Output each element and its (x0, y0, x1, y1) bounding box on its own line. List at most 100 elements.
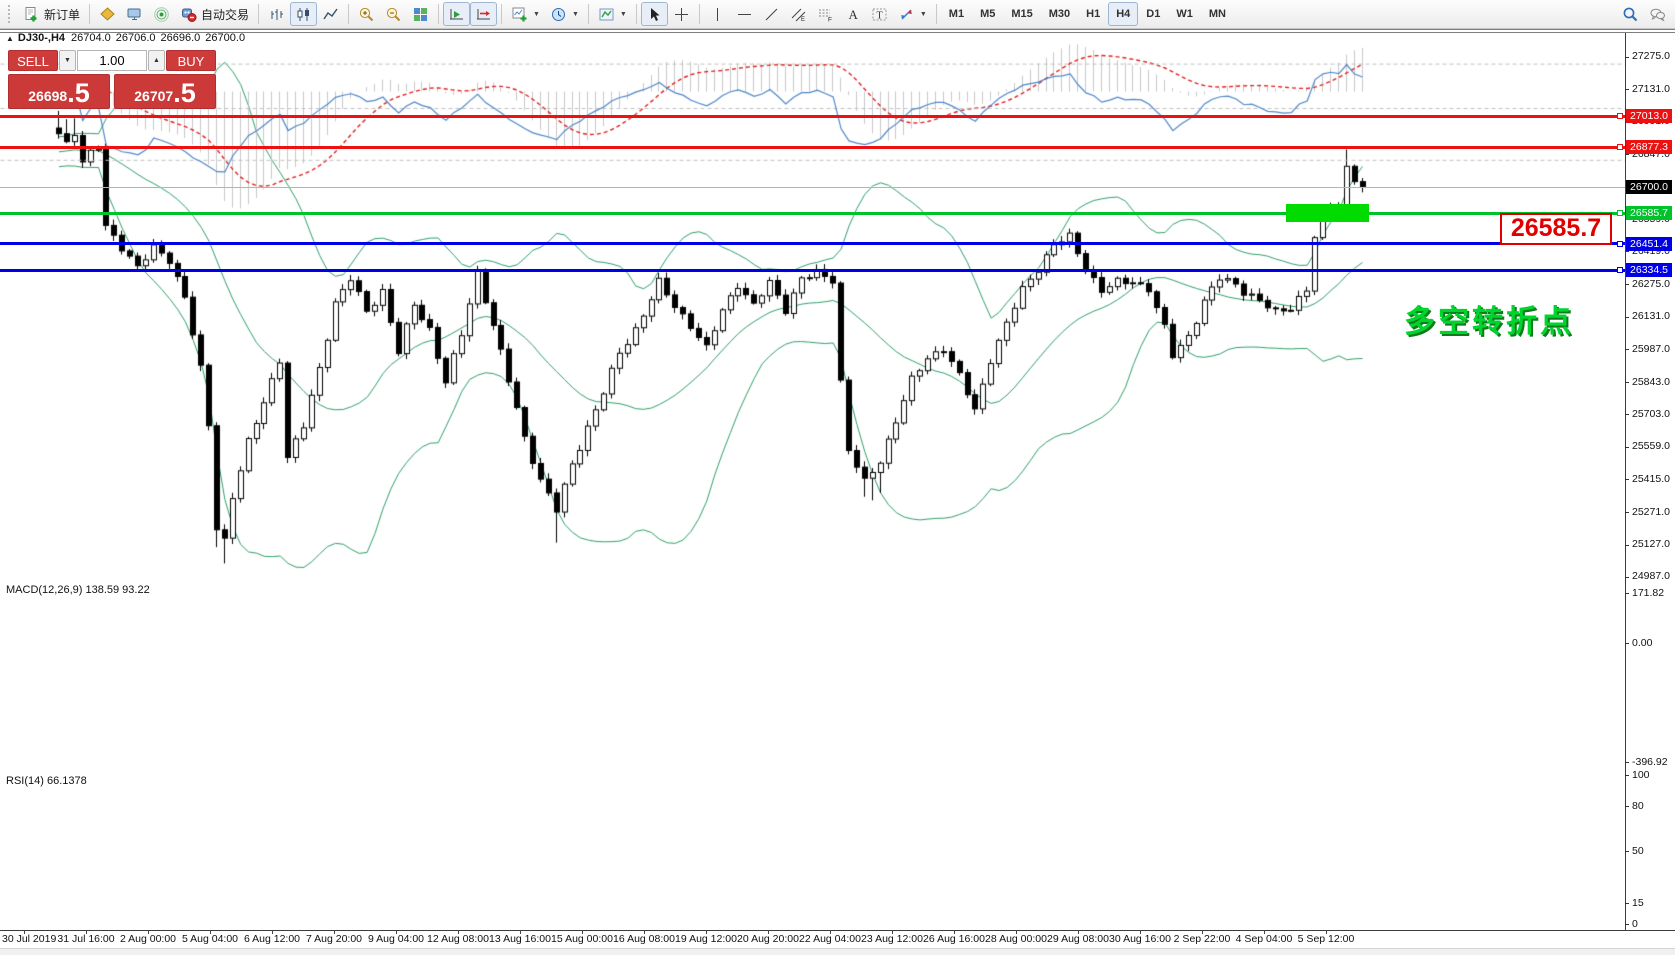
chat-button[interactable] (1644, 2, 1671, 26)
separator (89, 4, 91, 24)
chart-shift-button[interactable] (470, 2, 498, 26)
timeframe-button-w1[interactable]: W1 (1168, 2, 1201, 26)
sell-button[interactable]: SELL (8, 50, 58, 71)
price-axis-tick (1625, 382, 1629, 384)
price-callout-box[interactable]: 26585.7 (1500, 213, 1612, 245)
ohlc-close: 26700.0 (205, 32, 246, 44)
autotrading-robot-icon (180, 6, 197, 23)
candlestick-chart-icon (295, 6, 312, 23)
autotrading-button[interactable]: 自动交易 (175, 2, 254, 26)
buy-price-tile[interactable]: 26707.5 (114, 74, 216, 109)
indicators-button[interactable]: ▼ (506, 2, 545, 26)
timeframe-button-h4[interactable]: H4 (1108, 2, 1139, 26)
price-axis-tick (1625, 512, 1629, 514)
tile-windows-button[interactable] (407, 2, 434, 26)
timeframe-button-m5[interactable]: M5 (972, 2, 1003, 26)
horizontal-level-line-26585.7[interactable] (0, 211, 1625, 215)
timeframe-button-mn[interactable]: MN (1201, 2, 1234, 26)
vertical-line-button[interactable] (704, 2, 731, 26)
price-axis-tick (1625, 544, 1629, 546)
price-axis-tick-label: 26275.0 (1632, 277, 1670, 290)
rsi-canvas[interactable] (0, 29, 1625, 187)
zoom-in-icon (358, 6, 375, 23)
horizontal-level-line-26334.5[interactable] (0, 268, 1625, 272)
time-axis-tick (582, 930, 583, 934)
search-button[interactable] (1617, 2, 1644, 26)
auto-scroll-icon (448, 6, 465, 23)
text-label-button[interactable]: T (866, 2, 893, 26)
cursor-button[interactable] (640, 2, 668, 26)
terminal-button[interactable] (121, 2, 148, 26)
horizontal-level-line-27013.0[interactable] (0, 114, 1625, 118)
level-line-marker (1617, 240, 1623, 247)
arrow-objects-button[interactable]: ▼ (893, 2, 932, 26)
equidistant-channel-icon: E (790, 6, 807, 23)
new-order-icon (23, 6, 40, 23)
candlestick-chart-button[interactable] (290, 2, 318, 26)
price-axis-tick (1625, 284, 1629, 285)
templates-icon (598, 6, 615, 23)
fibonacci-button[interactable]: F (812, 2, 839, 26)
time-axis-tick (830, 930, 831, 934)
level-line-marker (1617, 210, 1623, 217)
time-axis[interactable] (0, 930, 1675, 949)
chart-profile-button[interactable] (94, 2, 121, 26)
time-axis-label: 6 Aug 12:00 (243, 933, 301, 945)
time-axis-label: 15 Aug 00:00 (551, 933, 613, 945)
equidistant-channel-button[interactable]: E (785, 2, 812, 26)
horizontal-level-line-26877.3[interactable] (0, 145, 1625, 149)
timeframe-button-m15[interactable]: M15 (1003, 2, 1040, 26)
signal-button[interactable] (148, 2, 175, 26)
zoom-out-button[interactable] (380, 2, 407, 26)
sell-price-tile[interactable]: 26698.5 (8, 74, 110, 109)
timeframe-group: M1 M5 M15 M30 H1 H4 D1 W1 MN (941, 2, 1234, 26)
buy-button[interactable]: BUY (166, 50, 216, 71)
auto-scroll-button[interactable] (443, 2, 471, 26)
time-axis-tick (954, 930, 955, 934)
time-axis-tick (210, 930, 211, 934)
buy-price-main: 26707 (134, 88, 174, 104)
price-tag-26451.4: 26451.4 (1626, 236, 1672, 251)
separator (348, 4, 350, 24)
collapse-arrow-icon[interactable]: ▲ (6, 34, 14, 43)
timeframe-button-d1[interactable]: D1 (1138, 2, 1168, 26)
time-axis-label: 4 Sep 04:00 (1235, 933, 1293, 945)
annotation-text[interactable]: 多空转折点 (1404, 304, 1574, 339)
svg-text:F: F (828, 16, 832, 23)
pane-separator[interactable] (0, 29, 1675, 33)
price-axis-tick (1625, 251, 1629, 253)
price-axis-tick (1625, 56, 1629, 58)
volume-increase-button[interactable]: ▲ (148, 50, 165, 71)
periods-button[interactable]: ▼ (545, 2, 584, 26)
price-tag-26585.7: 26585.7 (1626, 206, 1672, 221)
toolbar-grip[interactable] (8, 5, 14, 23)
bar-chart-button[interactable] (263, 2, 290, 26)
line-chart-button[interactable] (317, 2, 344, 26)
macd-label: MACD(12,26,9) 138.59 93.22 (6, 584, 150, 596)
volume-decrease-button[interactable]: ▼ (59, 50, 76, 71)
macd-axis-label: -396.92 (1632, 755, 1668, 768)
horizontal-line-button[interactable] (731, 2, 758, 26)
time-axis-tick (644, 930, 645, 934)
time-axis-label: 23 Aug 12:00 (861, 933, 923, 945)
horizontal-level-line-26451.4[interactable] (0, 242, 1625, 246)
timeframe-button-m30[interactable]: M30 (1041, 2, 1078, 26)
symbol-period: DJ30-,H4 (17, 32, 65, 44)
timeframe-button-m1[interactable]: M1 (941, 2, 972, 26)
time-axis-label: 22 Aug 04:00 (799, 933, 861, 945)
new-order-button[interactable]: 新订单 (18, 2, 85, 26)
svg-text:A: A (848, 7, 858, 22)
crosshair-button[interactable] (668, 2, 695, 26)
trendline-icon (763, 6, 780, 23)
timeframe-button-h1[interactable]: H1 (1078, 2, 1108, 26)
trendline-button[interactable] (758, 2, 785, 26)
zoom-in-button[interactable] (353, 2, 380, 26)
text-button[interactable]: A (839, 2, 866, 26)
price-axis-tick-label: 25987.0 (1632, 342, 1670, 355)
ohlc-open: 26704.0 (71, 32, 111, 44)
templates-button[interactable]: ▼ (593, 2, 632, 26)
highlight-box[interactable] (1286, 204, 1370, 223)
price-axis-tick-label: 24987.0 (1632, 570, 1670, 583)
volume-input[interactable] (77, 50, 147, 71)
macd-axis-tick (1625, 762, 1629, 763)
